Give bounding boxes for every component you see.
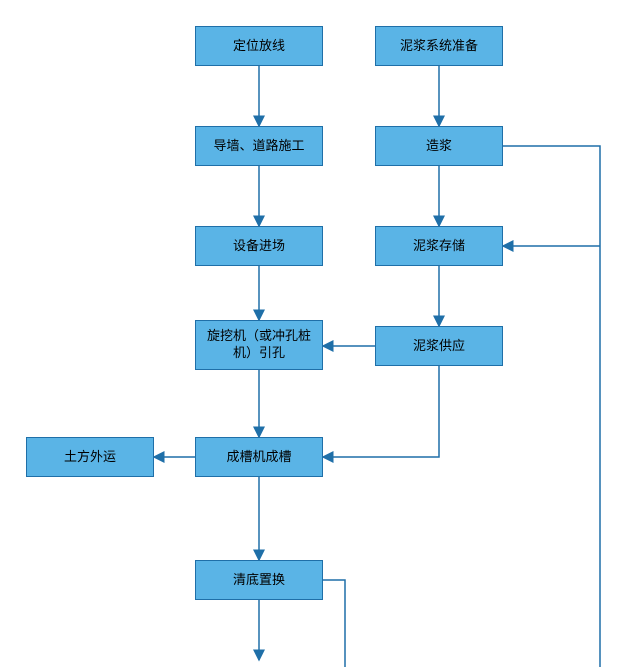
flowchart-node-n6: 泥浆存储 xyxy=(375,226,503,266)
flowchart-node-n1: 定位放线 xyxy=(195,26,323,66)
flowchart-diagram: 定位放线 泥浆系统准备导墙、道路施工 造浆设备进场 泥浆存储旋挖机（或冲孔桩机）引孔 泥… xyxy=(0,0,620,667)
flowchart-node-n9: 土方外运 xyxy=(26,437,154,477)
flowchart-edge xyxy=(323,580,345,667)
flowchart-node-n2: 泥浆系统准备 xyxy=(375,26,503,66)
flowchart-node-n7: 旋挖机（或冲孔桩机）引孔 xyxy=(195,320,323,370)
flowchart-node-n5: 设备进场 xyxy=(195,226,323,266)
flowchart-node-n11: 清底置换 xyxy=(195,560,323,600)
flowchart-node-n8: 泥浆供应 xyxy=(375,326,503,366)
flowchart-node-n3: 导墙、道路施工 xyxy=(195,126,323,166)
flowchart-edge xyxy=(503,146,600,667)
flowchart-node-n10: 成槽机成槽 xyxy=(195,437,323,477)
flowchart-edge xyxy=(323,366,439,457)
flowchart-node-n4: 造浆 xyxy=(375,126,503,166)
